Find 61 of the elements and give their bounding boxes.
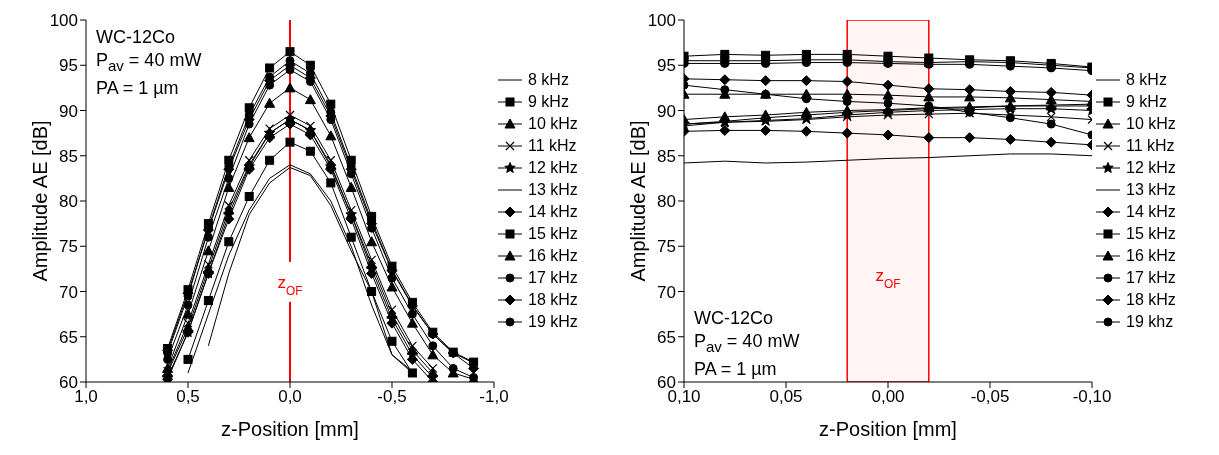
- legend-label: 11 kHz: [528, 136, 577, 156]
- annotation: P$_{av}$ = 40 mW: [96, 49, 202, 76]
- legend-label: 17 kHz: [1126, 268, 1176, 288]
- y-tick-label: 100: [49, 11, 78, 31]
- x-tick-label: 1,0: [74, 387, 98, 407]
- annotation: PA = 1 µm: [96, 76, 180, 100]
- legend-label: 10 kHz: [1126, 114, 1176, 134]
- legend-label: 15 kHz: [528, 224, 578, 244]
- legend-label: 8 kHz: [528, 70, 569, 90]
- legend-label: 15 kHz: [1126, 224, 1176, 244]
- legend-label: 14 kHz: [528, 202, 578, 222]
- legend-label: 17 kHz: [528, 268, 578, 288]
- legend-label: 18 kHz: [528, 290, 578, 310]
- y-tick-label: 95: [657, 56, 676, 76]
- legend-label: 13 kHz: [528, 180, 578, 200]
- legend-label: 9 kHz: [1126, 92, 1167, 112]
- legend-label: 12 kHz: [1126, 158, 1176, 178]
- x-tick-label: -0,5: [377, 387, 407, 407]
- y-tick-label: 90: [657, 101, 676, 121]
- legend-label: 14 kHz: [1126, 202, 1176, 222]
- legend-label: 13 kHz: [1126, 180, 1176, 200]
- legend-label: 18 kHz: [1126, 290, 1176, 310]
- x-axis-title: z-Position [mm]: [819, 418, 957, 440]
- y-axis-title: Amplitude AE [dB]: [627, 120, 650, 282]
- legend-label: 16 kHz: [1126, 246, 1176, 266]
- y-tick-label: 65: [657, 327, 676, 347]
- y-tick-label: 80: [59, 192, 78, 212]
- y-tick-label: 95: [59, 56, 78, 76]
- x-tick-label: -0,05: [970, 387, 1010, 407]
- legend-label: 11 kHz: [1126, 136, 1175, 156]
- x-tick-label: 0,00: [871, 387, 905, 407]
- y-tick-label: 90: [59, 101, 78, 121]
- y-tick-label: 85: [657, 146, 676, 166]
- legend-label: 19 khz: [1126, 312, 1174, 332]
- annotation: WC-12Co: [96, 26, 176, 49]
- legend-label: 10 kHz: [528, 114, 578, 134]
- band-label: z$_{OF}$: [875, 265, 901, 291]
- x-tick-label: 0,05: [769, 387, 803, 407]
- legend-label: 8 kHz: [1126, 70, 1167, 90]
- x-tick-label: -0,10: [1072, 387, 1112, 407]
- annotation: WC-12Co: [694, 307, 774, 330]
- y-tick-label: 65: [59, 327, 78, 347]
- x-axis-title: z-Position [mm]: [221, 418, 359, 440]
- annotation: P$_{av}$ = 40 mW: [694, 330, 800, 357]
- y-tick-label: 70: [657, 282, 676, 302]
- y-tick-label: 80: [657, 192, 676, 212]
- y-tick-label: 70: [59, 282, 78, 302]
- ref-line-label: z$_{OF}$: [277, 272, 303, 298]
- y-tick-label: 75: [657, 237, 676, 257]
- x-tick-label: 0,0: [278, 387, 302, 407]
- y-axis-title: Amplitude AE [dB]: [29, 120, 52, 282]
- annotation: PA = 1 µm: [694, 357, 778, 381]
- legend-label: 12 kHz: [528, 158, 578, 178]
- y-tick-label: 100: [647, 11, 676, 31]
- legend-label: 19 kHz: [528, 312, 578, 332]
- legend-label: 16 kHz: [528, 246, 578, 266]
- x-tick-label: 0,5: [176, 387, 200, 407]
- y-tick-label: 75: [59, 237, 78, 257]
- x-tick-label: -1,0: [479, 387, 509, 407]
- legend-label: 9 kHz: [528, 92, 569, 112]
- y-tick-label: 85: [59, 146, 78, 166]
